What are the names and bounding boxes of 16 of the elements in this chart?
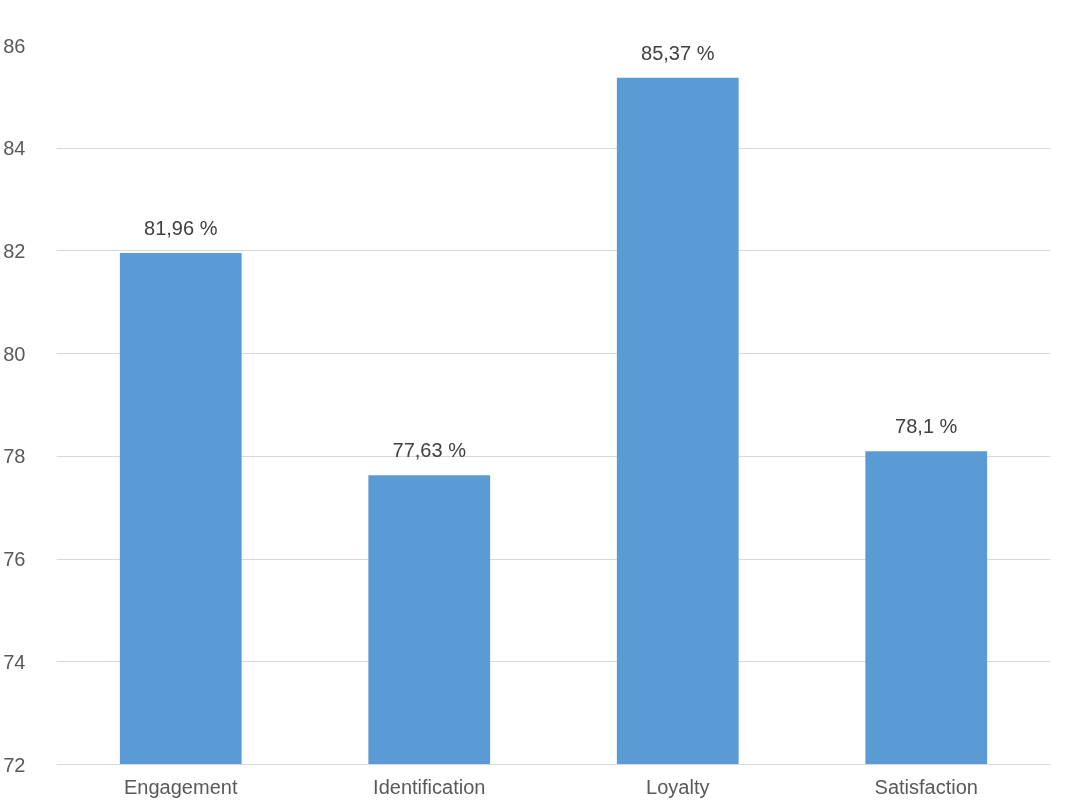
- y-tick-label: 84: [3, 137, 26, 160]
- data-label: 85,37 %: [641, 41, 715, 64]
- data-label: 77,63 %: [392, 439, 467, 462]
- data-label: 78,1 %: [895, 415, 958, 438]
- x-tick-label: Satisfaction: [874, 775, 978, 798]
- x-tick-label: Loyalty: [646, 775, 710, 798]
- data-label: 81,96 %: [144, 216, 218, 239]
- x-tick-label: Engagement: [124, 775, 238, 798]
- y-tick-label: 78: [3, 445, 26, 468]
- y-tick-label: 82: [3, 239, 26, 262]
- y-tick-label: 72: [3, 753, 26, 776]
- y-tick-label: 80: [3, 342, 26, 365]
- y-tick-label: 86: [3, 34, 26, 57]
- x-tick-label: Identification: [373, 775, 486, 798]
- y-tick-label: 74: [3, 650, 26, 673]
- y-tick-label: 76: [3, 548, 26, 571]
